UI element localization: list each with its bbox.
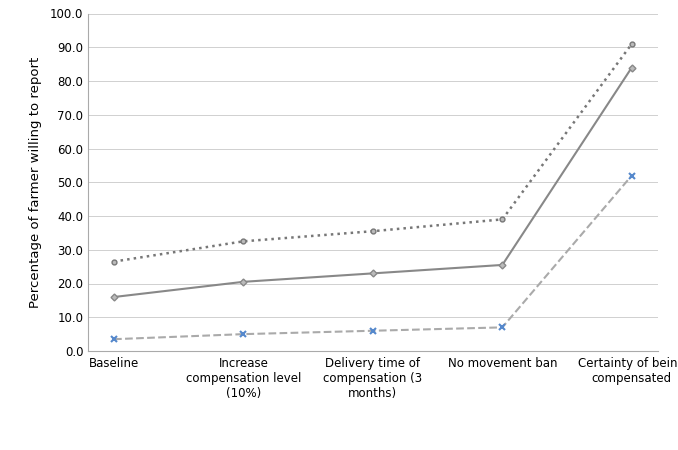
Y-axis label: Percentage of farmer willing to report: Percentage of farmer willing to report [28, 57, 41, 308]
